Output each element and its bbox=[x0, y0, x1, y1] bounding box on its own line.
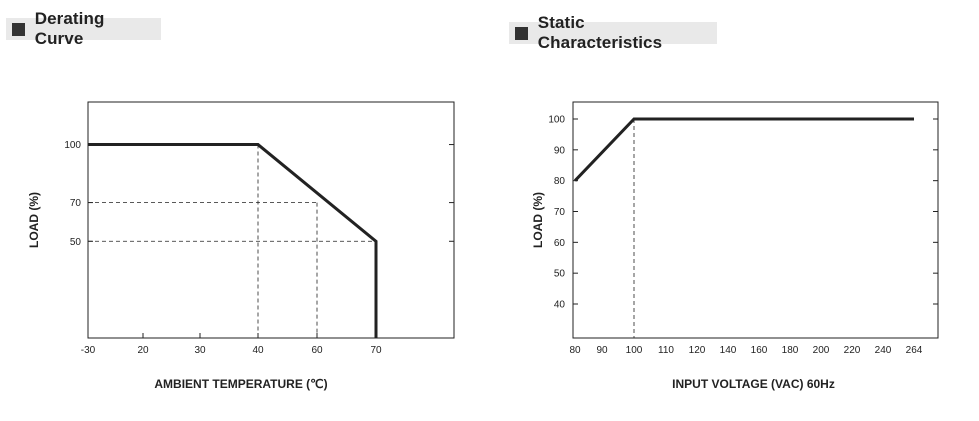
y-tick-label: 70 bbox=[70, 198, 82, 209]
x-tick-label: 120 bbox=[689, 345, 706, 356]
y-tick-label: 100 bbox=[548, 115, 565, 126]
plot-frame bbox=[87, 101, 455, 339]
y-tick-label: 60 bbox=[554, 238, 566, 249]
plot-frame bbox=[572, 101, 939, 339]
static-characteristics-chart: 100 90 80 70 60 50 40 80 90 100 110 120 140 160 180 200… bbox=[531, 101, 939, 391]
y-tick-label: 50 bbox=[554, 269, 566, 280]
y-tick-label: 80 bbox=[554, 176, 566, 187]
x-axis-title: INPUT VOLTAGE (VAC) 60Hz bbox=[672, 377, 835, 391]
x-tick-label: 240 bbox=[875, 345, 892, 356]
black-square-icon bbox=[515, 26, 528, 40]
x-tick-label: 30 bbox=[194, 345, 206, 356]
derating-series-line bbox=[88, 143, 378, 338]
x-tick-label: 90 bbox=[596, 345, 608, 356]
x-tick-label: 20 bbox=[137, 345, 149, 356]
derating-curve-title: Derating Curve bbox=[34, 9, 105, 48]
y-tick-label: 40 bbox=[554, 300, 566, 311]
x-tick-label: 220 bbox=[844, 345, 861, 356]
x-tick-label: 264 bbox=[906, 345, 923, 356]
y-tick-label: 100 bbox=[64, 140, 81, 151]
static-series-line bbox=[573, 117, 914, 182]
derating-curve-chart: 100 70 50 -30 20 30 40 60 70 LOAD (%) AMBIENT TEMP… bbox=[27, 101, 455, 391]
y-tick-label: 90 bbox=[554, 145, 566, 156]
x-tick-label: 70 bbox=[370, 345, 382, 356]
x-tick-label: 80 bbox=[569, 345, 581, 356]
x-tick-label: 100 bbox=[626, 345, 643, 356]
x-tick-label: 160 bbox=[751, 345, 768, 356]
y-axis-title: LOAD (%) bbox=[27, 192, 41, 248]
x-tick-label: 200 bbox=[813, 345, 830, 356]
static-characteristics-header: Static Characteristics bbox=[509, 13, 717, 52]
x-tick-label: 40 bbox=[252, 345, 264, 356]
derating-curve-header: Derating Curve bbox=[6, 9, 161, 48]
x-axis-title: AMBIENT TEMPERATURE (℃) bbox=[154, 377, 327, 391]
x-tick-label: -30 bbox=[81, 345, 96, 356]
x-tick-label: 60 bbox=[311, 345, 323, 356]
black-square-icon bbox=[12, 22, 25, 36]
x-tick-label: 140 bbox=[720, 345, 737, 356]
y-axis-title: LOAD (%) bbox=[531, 192, 545, 248]
y-tick-label: 50 bbox=[70, 237, 82, 248]
x-tick-label: 110 bbox=[658, 345, 674, 356]
y-tick-label: 70 bbox=[554, 207, 566, 218]
x-tick-label: 180 bbox=[782, 345, 799, 356]
static-characteristics-title: Static Characteristics bbox=[537, 13, 663, 52]
